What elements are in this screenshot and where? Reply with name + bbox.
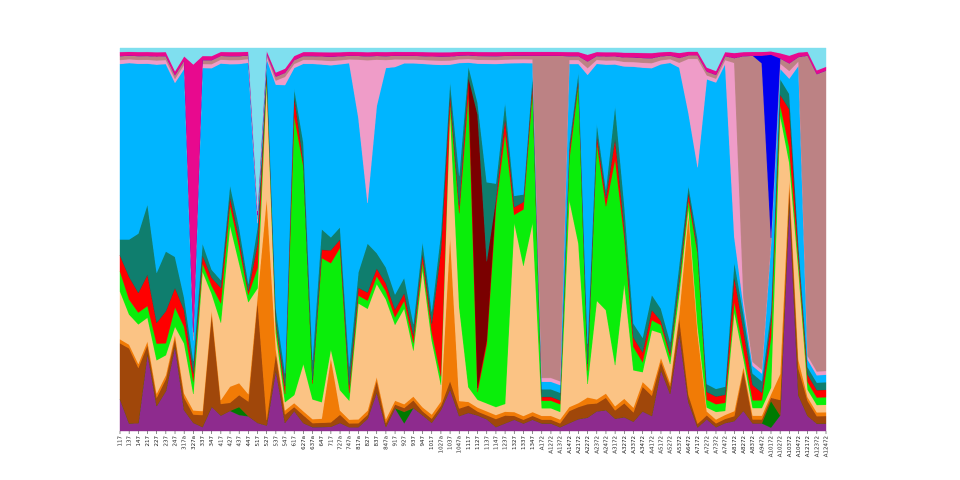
x-tick-label: A2372 <box>594 436 600 454</box>
x-tick-label: A10272 <box>778 436 784 457</box>
x-tick-label: 217 <box>145 436 151 447</box>
x-tick-label: A1272 <box>548 436 554 454</box>
x-tick-label: 317a <box>182 436 188 450</box>
x-tick-label: 747a <box>347 436 353 450</box>
series-areas <box>119 47 827 432</box>
x-tick-label: 1037 <box>448 436 454 450</box>
x-tick-label: A10372 <box>787 436 793 457</box>
x-tick-label: A3372 <box>631 436 637 454</box>
x-tick-label: A5372 <box>677 436 683 454</box>
x-tick-label: 1237 <box>503 436 509 450</box>
x-tick-label: 1147 <box>493 436 499 450</box>
x-tick-label: 417 <box>218 436 224 447</box>
x-tick-label: 547 <box>283 436 289 447</box>
x-tick-label: A7172 <box>695 436 701 454</box>
x-tick-label: 1347 <box>530 436 536 450</box>
x-tick-label: A7472 <box>723 436 729 454</box>
x-tick-label: A9472 <box>759 436 765 454</box>
x-tick-label: A6472 <box>686 436 692 454</box>
x-tick-label: 437 <box>237 436 243 447</box>
x-tick-label: 517 <box>255 436 261 447</box>
x-tick-label: A7372 <box>713 436 719 454</box>
x-tick-label: A8272 <box>741 436 747 454</box>
x-tick-label: A10472 <box>796 436 802 457</box>
x-tick-label: 647 <box>319 436 325 447</box>
x-tick-label: A12372 <box>814 436 820 457</box>
x-tick-label: A172 <box>539 436 545 450</box>
x-tick-label: 637a <box>310 436 316 450</box>
x-tick-label: A5172 <box>658 436 664 454</box>
x-tick-label: A1372 <box>558 436 564 454</box>
x-axis: 117 137 147 217 227 237 247 317a 327a 337 347 417 42… <box>118 431 830 457</box>
x-tick-label: A2172 <box>576 436 582 454</box>
x-tick-label: 1047a <box>457 436 463 453</box>
x-tick-label: 527 <box>264 436 270 447</box>
x-tick-label: 347 <box>209 436 215 447</box>
x-tick-label: A2472 <box>603 436 609 454</box>
x-tick-label: 1117 <box>466 436 472 450</box>
x-tick-label: 817a <box>356 436 362 450</box>
x-tick-label: 1337 <box>521 436 527 450</box>
x-tick-label: A8172 <box>732 436 738 454</box>
x-tick-label: 717 <box>328 436 334 447</box>
x-tick-label: 117 <box>118 436 124 447</box>
x-tick-label: 1327 <box>512 436 518 450</box>
x-tick-label: 917 <box>393 436 399 447</box>
x-tick-label: A12472 <box>824 436 830 457</box>
x-tick-label: 827 <box>365 436 371 447</box>
x-tick-label: A3472 <box>640 436 646 454</box>
x-tick-label: 1137 <box>484 436 490 450</box>
x-tick-label: 837 <box>374 436 380 447</box>
x-tick-label: 947 <box>420 436 426 447</box>
x-tick-label: 847a <box>383 436 389 450</box>
area-series-15 <box>119 47 827 211</box>
x-tick-label: 137 <box>127 436 133 447</box>
x-tick-label: 247 <box>173 436 179 447</box>
x-tick-label: A8372 <box>750 436 756 454</box>
x-tick-label: 427 <box>228 436 234 447</box>
x-tick-label: 617 <box>292 436 298 447</box>
x-tick-label: A10172 <box>768 436 774 457</box>
x-tick-label: A12172 <box>805 436 811 457</box>
x-tick-label: 627a <box>301 436 307 450</box>
x-tick-label: 1027a <box>438 436 444 453</box>
x-tick-label: A3172 <box>613 436 619 454</box>
x-tick-label: 227 <box>154 436 160 447</box>
x-tick-label: 1127 <box>475 436 481 450</box>
x-tick-label: A2272 <box>585 436 591 454</box>
x-tick-label: 337 <box>200 436 206 447</box>
x-tick-label: 927 <box>402 436 408 447</box>
x-tick-label: 327a <box>191 436 197 450</box>
x-tick-label: A4172 <box>649 436 655 454</box>
x-tick-label: 937 <box>411 436 417 447</box>
x-tick-label: 447 <box>246 436 252 447</box>
x-tick-label: A5272 <box>668 436 674 454</box>
x-tick-label: 237 <box>163 436 169 447</box>
x-tick-label: 727a <box>338 436 344 450</box>
x-tick-label: A1472 <box>567 436 573 454</box>
x-tick-label: 147 <box>136 436 142 447</box>
x-tick-label: 1017 <box>429 436 435 450</box>
x-tick-label: 537 <box>273 436 279 447</box>
x-tick-label: A3272 <box>622 436 628 454</box>
x-tick-label: A7272 <box>704 436 710 454</box>
